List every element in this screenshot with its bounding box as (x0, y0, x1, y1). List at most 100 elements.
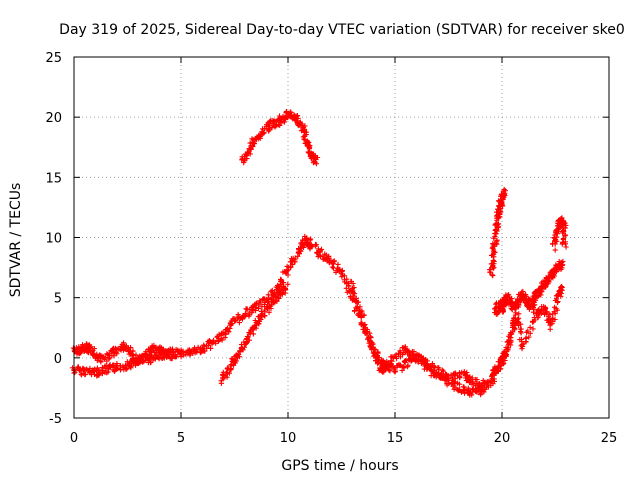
data-point-marker (167, 355, 173, 361)
data-point-marker (235, 352, 241, 358)
data-point-marker (352, 308, 358, 314)
data-point-marker (393, 352, 399, 358)
data-point-marker (498, 200, 504, 206)
data-point-marker (523, 335, 529, 342)
data-point-marker (106, 356, 112, 362)
data-point-marker (90, 350, 96, 356)
data-point-marker (350, 290, 356, 296)
data-point-marker (523, 294, 529, 300)
data-point-marker (495, 367, 501, 373)
data-point-marker (282, 268, 288, 275)
data-point-marker (513, 310, 519, 316)
data-point-marker (527, 330, 533, 336)
data-point-marker (518, 321, 524, 327)
data-point-marker (520, 343, 526, 349)
data-point-marker (463, 372, 469, 378)
data-point-marker (563, 222, 569, 228)
data-point-marker (491, 251, 497, 257)
data-point-marker (329, 264, 335, 270)
data-point-marker (269, 287, 275, 293)
data-point-marker (287, 264, 294, 270)
data-point-marker (339, 267, 345, 274)
data-point-marker (559, 241, 565, 247)
data-point-marker (507, 332, 513, 338)
data-point-marker (285, 272, 291, 278)
data-point-marker (304, 235, 310, 241)
data-point-marker (552, 247, 558, 253)
data-point-marker (72, 369, 78, 375)
data-point-marker (318, 254, 324, 260)
data-point-marker (500, 350, 506, 356)
data-point-marker (452, 381, 458, 387)
data-point-marker (140, 359, 146, 365)
data-point-marker (174, 354, 180, 360)
series-group (218, 281, 291, 386)
data-point-marker (501, 192, 507, 198)
data-point-marker (82, 371, 88, 377)
x-tick-label: 25 (601, 431, 618, 446)
data-point-marker (218, 378, 224, 384)
data-point-marker (355, 299, 361, 305)
x-tick-label: 0 (70, 431, 78, 446)
data-point-marker (270, 299, 277, 305)
data-point-marker (557, 289, 563, 295)
data-point-marker (105, 365, 111, 371)
data-point-marker (529, 318, 536, 324)
data-point-marker (218, 336, 224, 342)
data-point-marker (559, 262, 565, 268)
data-point-marker (222, 330, 228, 336)
data-point-marker (167, 348, 173, 354)
data-point-marker (331, 258, 337, 264)
data-point-marker (538, 308, 544, 314)
data-point-marker (461, 384, 467, 390)
data-point-marker (301, 244, 307, 250)
data-point-marker (232, 318, 238, 324)
data-point-marker (326, 253, 332, 259)
data-point-marker (130, 353, 136, 359)
data-point-marker (546, 277, 552, 283)
data-point-marker (236, 320, 242, 326)
data-point-marker (261, 130, 267, 136)
data-point-marker (333, 269, 339, 275)
y-tick-label: 5 (54, 292, 62, 307)
data-point-marker (353, 298, 359, 304)
series-group (500, 284, 565, 367)
data-point-marker (139, 357, 145, 363)
data-point-marker (276, 288, 283, 294)
data-point-marker (490, 273, 496, 279)
data-point-marker (128, 365, 134, 371)
data-point-marker (383, 365, 389, 371)
data-point-marker (401, 363, 407, 370)
series-group (549, 215, 569, 253)
data-point-marker (459, 369, 465, 375)
data-point-marker (527, 324, 533, 330)
data-point-marker (388, 360, 394, 367)
data-point-marker (361, 312, 367, 319)
data-point-marker (372, 347, 378, 353)
data-point-marker (479, 383, 485, 389)
data-point-marker (258, 316, 264, 323)
data-point-marker (106, 351, 112, 357)
tick-layer: 0 5 10 15 20 25 -5 0 5 10 15 20 25 (45, 51, 617, 446)
data-point-marker (235, 311, 241, 318)
data-point-marker (440, 368, 446, 374)
data-point-marker (335, 261, 341, 267)
data-point-marker (525, 328, 531, 334)
data-point-marker (489, 272, 495, 278)
data-point-marker (266, 309, 272, 315)
data-point-marker (490, 257, 496, 263)
data-point-marker (558, 284, 564, 290)
data-point-marker (379, 368, 385, 374)
data-point-marker (526, 334, 532, 340)
data-point-marker (487, 266, 493, 272)
data-point-marker (501, 186, 507, 193)
data-point-marker (274, 284, 281, 290)
data-point-marker (246, 337, 252, 343)
data-point-marker (330, 260, 337, 266)
data-point-marker (314, 154, 321, 161)
data-point-marker (247, 330, 253, 336)
data-point-marker (207, 345, 214, 351)
series-group (70, 340, 177, 367)
data-point-marker (469, 392, 475, 398)
data-point-marker (370, 341, 376, 347)
